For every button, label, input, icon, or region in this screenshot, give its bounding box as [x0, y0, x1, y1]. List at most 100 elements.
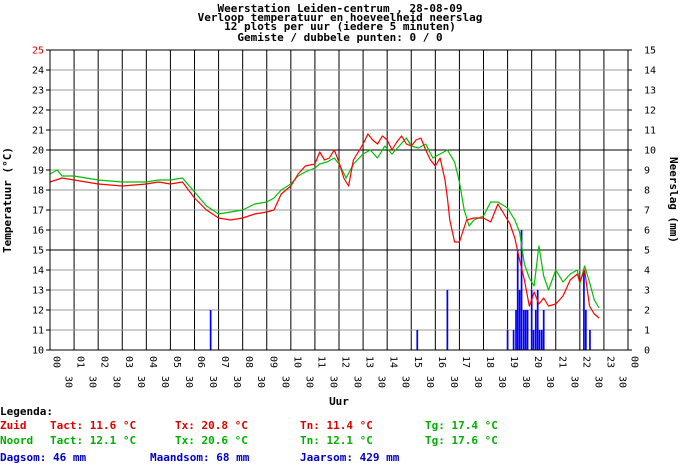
x-half-tick-label: 30: [255, 376, 266, 388]
x-tick-label: 05: [171, 356, 182, 368]
left-tick-label: 16: [32, 226, 44, 237]
x-half-tick-label: 30: [63, 376, 74, 388]
x-tick-label: 19: [508, 356, 519, 368]
x-tick-label: 00: [51, 356, 62, 368]
x-half-tick-label: 30: [303, 376, 314, 388]
left-tick-label: 21: [32, 126, 44, 137]
legend-zuid-tact: Tact: 11.6 °C: [50, 419, 137, 432]
y-axis-label-left: Temperatuur (°C): [1, 147, 14, 253]
rain-bar: [536, 290, 539, 350]
x-half-tick-label: 30: [183, 376, 194, 388]
plot-frame: [49, 49, 629, 351]
right-tick-label: 15: [644, 46, 656, 57]
rain-bar: [522, 310, 525, 350]
x-half-tick-label: 30: [352, 376, 363, 388]
rain-bar: [520, 230, 523, 350]
legend-noord-tx: Tx: 20.6 °C: [175, 434, 248, 447]
series-line-zuid: [49, 133, 600, 319]
chart-title-line1: Weerstation Leiden-centrum , 28-08-09: [217, 2, 462, 15]
x-half-tick-label: 30: [111, 376, 122, 388]
x-axis-label: Uur: [329, 395, 349, 405]
right-tick-label: 13: [644, 86, 656, 97]
rain-bar: [524, 310, 527, 350]
left-tick-label: 11: [32, 326, 44, 337]
x-tick-label: 00: [629, 356, 640, 368]
x-half-tick-label: 30: [472, 376, 483, 388]
x-tick-label: 15: [412, 356, 423, 368]
x-tick-label: 16: [436, 356, 447, 368]
x-tick-label: 08: [243, 356, 254, 368]
x-tick-label: 01: [75, 356, 86, 368]
rain-bar: [583, 270, 585, 350]
legend-noord-tact: Tact: 12.1 °C: [50, 434, 137, 447]
right-tick-label: 3: [644, 286, 650, 297]
right-tick-label: 1: [644, 326, 650, 337]
legend-title: Legenda:: [0, 405, 53, 418]
rain-bar: [506, 330, 509, 350]
x-tick-label: 14: [388, 356, 399, 368]
rain-bar: [416, 330, 419, 350]
x-half-tick-label: 30: [231, 376, 242, 388]
left-tick-label: 18: [32, 186, 44, 197]
right-tick-label: 5: [644, 246, 650, 257]
right-tick-label: 14: [644, 66, 656, 77]
left-tick-label: 13: [32, 286, 44, 297]
right-tick-label: 11: [644, 126, 656, 137]
rain-bar: [512, 330, 515, 350]
left-axis-ticks: 10 11 12 13 14 15 16 17 18 19 20 21 22 23 24 25: [32, 46, 50, 357]
x-tick-label: 18: [484, 356, 495, 368]
legend-rain-year: Jaarsom: 429 mm: [300, 451, 400, 464]
rain-bar: [530, 290, 533, 350]
x-half-tick-label: 30: [207, 376, 218, 388]
right-tick-label: 6: [644, 226, 650, 237]
temperature-lines: [49, 133, 600, 319]
left-tick-label: 12: [32, 306, 44, 317]
rain-bar: [585, 310, 587, 350]
grid: [49, 49, 629, 351]
rain-bar: [538, 330, 541, 350]
rain-bar: [534, 310, 537, 350]
x-half-tick-label: 30: [424, 376, 435, 388]
x-half-tick-label: 30: [544, 376, 555, 388]
x-half-tick-label: 30: [520, 376, 531, 388]
left-tick-label: 25: [32, 46, 44, 57]
x-axis-ticks: 0030013002300330043005300630073008300930…: [51, 356, 640, 388]
x-half-tick-label: 30: [616, 376, 627, 388]
right-tick-label: 0: [644, 346, 650, 357]
x-half-tick-label: 30: [592, 376, 603, 388]
legend-rain-month: Maandsom: 68 mm: [150, 451, 250, 464]
chart-title-line4: Gemiste / dubbele punten: 0 / 0: [237, 31, 442, 44]
x-tick-label: 02: [99, 356, 110, 368]
x-tick-label: 21: [556, 356, 567, 368]
rain-bar: [526, 310, 529, 350]
temperature-rain-chart: Weerstation Leiden-centrum , 28-08-09 Ve…: [1, 2, 680, 405]
left-tick-label: 23: [32, 86, 44, 97]
chart-title-line3: 12 plots per uur (iedere 5 minuten): [224, 20, 456, 33]
x-half-tick-label: 30: [159, 376, 170, 388]
legend-zuid-tg: Tg: 17.4 °C: [425, 419, 498, 432]
x-half-tick-label: 30: [135, 376, 146, 388]
rain-bar: [540, 330, 543, 350]
rain-bar: [589, 330, 591, 350]
x-half-tick-label: 30: [448, 376, 459, 388]
x-tick-label: 03: [123, 356, 134, 368]
right-tick-label: 7: [644, 206, 650, 217]
x-half-tick-label: 30: [327, 376, 338, 388]
x-half-tick-label: 30: [87, 376, 98, 388]
x-half-tick-label: 30: [376, 376, 387, 388]
legend-zuid-tn: Tn: 11.4 °C: [300, 419, 373, 432]
rain-bar: [542, 310, 545, 350]
rain-bar: [446, 290, 449, 350]
right-tick-label: 9: [644, 166, 650, 177]
legend: Legenda: Zuid Tact: 11.6 °C Tx: 20.8 °C …: [0, 405, 680, 465]
legend-rain-day: Dagsom: 46 mm: [0, 451, 87, 464]
x-tick-label: 13: [364, 356, 375, 368]
left-tick-label: 14: [32, 266, 44, 277]
x-tick-label: 04: [147, 356, 158, 368]
chart-title-line2: Verloop temperatuur en hoeveelheid neers…: [198, 11, 483, 24]
left-tick-label: 17: [32, 206, 44, 217]
x-tick-label: 07: [219, 356, 230, 368]
x-half-tick-label: 30: [400, 376, 411, 388]
left-tick-label: 19: [32, 166, 44, 177]
